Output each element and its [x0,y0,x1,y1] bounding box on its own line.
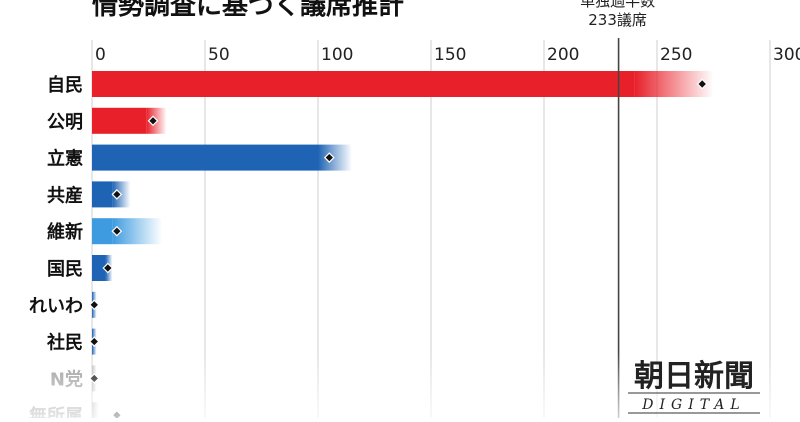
estimate-marker [111,225,123,237]
estimate-marker [323,152,335,163]
category-label: 共産 [47,184,83,206]
estimate-marker [88,336,100,347]
category-label: 立憲 [47,148,83,170]
chart-title: 情勢調査に基づく議席推計 [92,0,404,21]
bar-solid [92,107,147,134]
category-label: 自民 [47,74,83,96]
asahi-digital-logo: 朝日新聞 DIGITAL [628,359,760,414]
x-tick-label: 150 [434,45,466,65]
x-tick-label: 250 [660,45,692,65]
category-label: 公明 [47,112,83,133]
bars-layer [88,71,714,422]
x-tick-label: 300 [773,45,800,65]
x-tick-label: 0 [95,45,106,65]
bottom-fade-overlay [0,352,800,418]
bar-solid [92,181,113,208]
estimate-marker [696,78,708,90]
x-tick-label: 100 [321,45,353,65]
logo-sub: DIGITAL [641,397,745,413]
category-label: れいわ [29,296,83,317]
bar-solid [92,218,113,245]
estimate-marker [88,299,100,311]
bar-solid [92,255,106,281]
estimate-marker [111,189,123,200]
estimate-marker [147,115,159,127]
estimate-marker [102,262,114,274]
majority-label-line1: 単独過半数 [580,0,655,10]
category-label: 国民 [47,259,83,280]
bar-solid [92,71,635,97]
bar-range [318,144,352,171]
x-tick-label: 50 [208,45,230,65]
category-label: 維新 [47,221,83,243]
logo-name: 朝日新聞 [634,359,754,394]
x-tick-label: 200 [547,45,579,65]
category-label: 社民 [47,332,83,354]
majority-label-line2: 233議席 [588,11,647,29]
bar-solid [92,144,318,171]
